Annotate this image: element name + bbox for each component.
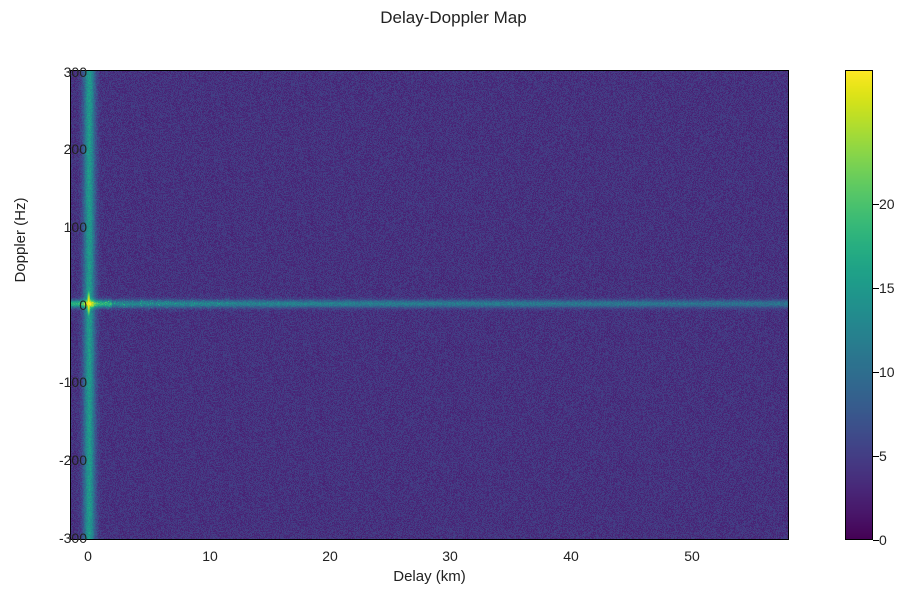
x-tick-10: 10: [190, 548, 230, 564]
y-tick-300: 300: [37, 64, 87, 80]
cb-tick-25: 0: [879, 532, 887, 548]
cb-tick-20: 5: [879, 448, 887, 464]
x-tick-40: 40: [551, 548, 591, 564]
y-tick-200: 200: [37, 141, 87, 157]
y-tick-100: 100: [37, 219, 87, 235]
x-tick-30: 30: [430, 548, 470, 564]
cb-tick-15: 10: [879, 364, 895, 380]
x-tick-20: 20: [310, 548, 350, 564]
x-tick-50: 50: [672, 548, 712, 564]
y-tick-0: 0: [37, 297, 87, 313]
y-tick-neg200: -200: [37, 452, 87, 468]
chart-title: Delay-Doppler Map: [0, 8, 907, 28]
cb-tick-10: 15: [879, 280, 895, 296]
x-tick-0: 0: [68, 548, 108, 564]
delay-doppler-map-root: Delay-Doppler Map 300 200 100 0 -100 -20…: [0, 0, 907, 590]
cb-tick-5-placeholder: 20: [879, 196, 895, 212]
x-axis-label: Delay (km): [70, 568, 789, 585]
y-tick-neg300: -300: [37, 530, 87, 546]
y-axis-label: Doppler (Hz): [12, 197, 29, 282]
colorbar: [845, 70, 873, 540]
delay-doppler-heatmap: [70, 70, 789, 540]
y-tick-neg100: -100: [37, 374, 87, 390]
